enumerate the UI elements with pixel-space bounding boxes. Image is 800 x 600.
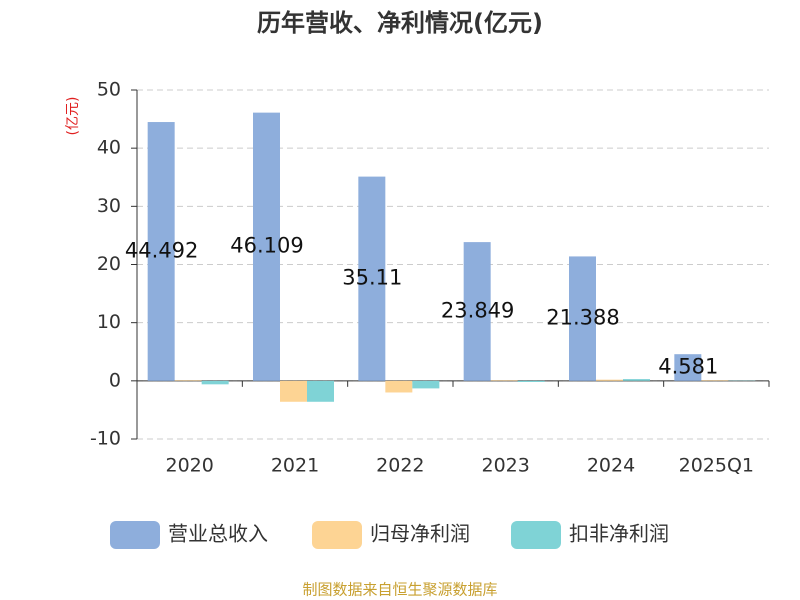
y-tick-label: 30 — [97, 195, 121, 217]
data-label: 46.109 — [230, 234, 303, 258]
y-tick-label: 0 — [109, 369, 121, 391]
bar — [701, 380, 729, 381]
legend-swatch — [110, 521, 160, 549]
bar — [280, 380, 307, 402]
bar — [623, 379, 650, 381]
y-tick-label: 20 — [97, 253, 121, 275]
legend-swatch — [312, 521, 362, 549]
chart-title: 历年营收、净利情况(亿元) — [257, 9, 543, 37]
x-tick-label: 2020 — [165, 455, 213, 477]
x-tick-label: 2021 — [271, 455, 319, 477]
data-label: 44.492 — [125, 238, 198, 262]
y-tick-label: 10 — [97, 311, 121, 333]
bar — [412, 380, 440, 389]
bar — [490, 380, 518, 381]
bar — [596, 379, 623, 381]
legend-swatch — [511, 521, 561, 549]
legend-label: 归母净利润 — [370, 522, 470, 546]
data-label: 23.849 — [441, 298, 514, 322]
x-tick-label: 2025Q1 — [679, 455, 754, 477]
bar — [147, 122, 175, 381]
y-tick-label: 50 — [97, 79, 121, 101]
bar — [569, 256, 596, 381]
y-tick-label: -10 — [90, 428, 121, 450]
data-label: 35.11 — [342, 266, 402, 290]
source-note: 制图数据来自恒生聚源数据库 — [302, 581, 497, 599]
legend-label: 营业总收入 — [168, 522, 268, 546]
bar — [174, 380, 202, 381]
y-tick-label: 40 — [97, 137, 121, 159]
y-axis-label: (亿元) — [65, 97, 81, 136]
bar — [385, 380, 413, 393]
data-label: 21.388 — [546, 306, 619, 330]
bar — [463, 242, 491, 381]
x-tick-label: 2024 — [587, 455, 635, 477]
bar — [674, 354, 702, 381]
bar — [307, 380, 334, 402]
bar — [201, 380, 229, 385]
bar — [358, 176, 386, 381]
data-label: 4.581 — [658, 355, 718, 379]
bar — [253, 112, 280, 381]
x-tick-label: 2023 — [481, 455, 529, 477]
x-tick-label: 2022 — [376, 455, 424, 477]
legend-label: 扣非净利润 — [569, 522, 669, 546]
bar — [517, 380, 545, 382]
